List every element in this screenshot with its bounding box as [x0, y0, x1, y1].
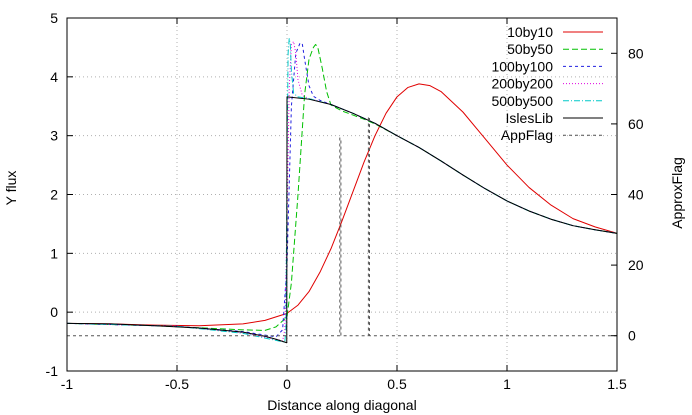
y-tick-label: 0	[50, 304, 58, 320]
x-tick-label: 0	[283, 376, 291, 392]
x-tick-label: -0.5	[165, 376, 189, 392]
series-line-50by50	[67, 43, 617, 331]
y-tick-label: 5	[50, 10, 58, 26]
y2-tick-label: 0	[628, 328, 636, 344]
x-tick-label: 1.5	[607, 376, 627, 392]
y2-tick-label: 60	[628, 116, 644, 132]
y-tick-label: 4	[50, 69, 58, 85]
series-group	[67, 38, 617, 344]
series-line-appflag	[67, 116, 617, 337]
series-line-10by10	[67, 83, 617, 327]
y2-tick-label: 80	[628, 45, 644, 61]
y-tick-label: 3	[50, 128, 58, 144]
y-tick-label: -1	[46, 363, 59, 379]
legend-label-appflag: AppFlag	[501, 127, 553, 143]
series-line-isleslib	[67, 96, 617, 344]
y2-tick-label: 40	[628, 187, 644, 203]
x-tick-label: 0.5	[387, 376, 407, 392]
y-axis-title: Y flux	[3, 171, 19, 206]
y-tick-label: 1	[50, 245, 58, 261]
y2-tick-label: 20	[628, 257, 644, 273]
legend-label-500by500: 500by500	[491, 93, 553, 109]
x-tick-label: 1	[503, 376, 511, 392]
y-tick-label: 2	[50, 187, 58, 203]
legend-label-200by200: 200by200	[491, 76, 553, 92]
legend-label-100by100: 100by100	[491, 58, 553, 74]
x-axis-title: Distance along diagonal	[267, 397, 416, 413]
legend-label-50by50: 50by50	[507, 41, 553, 57]
legend-label-isleslib: IslesLib	[506, 110, 554, 126]
legend-label-10by10: 10by10	[507, 24, 553, 40]
ticks: -1 -0.5 0 0.5 1 1.5 -1 0 1 2 3 4 5 0 20 40 60 80	[46, 10, 644, 392]
y2-axis-title: ApproxFlag	[669, 157, 685, 229]
x-tick-label: -1	[61, 376, 74, 392]
